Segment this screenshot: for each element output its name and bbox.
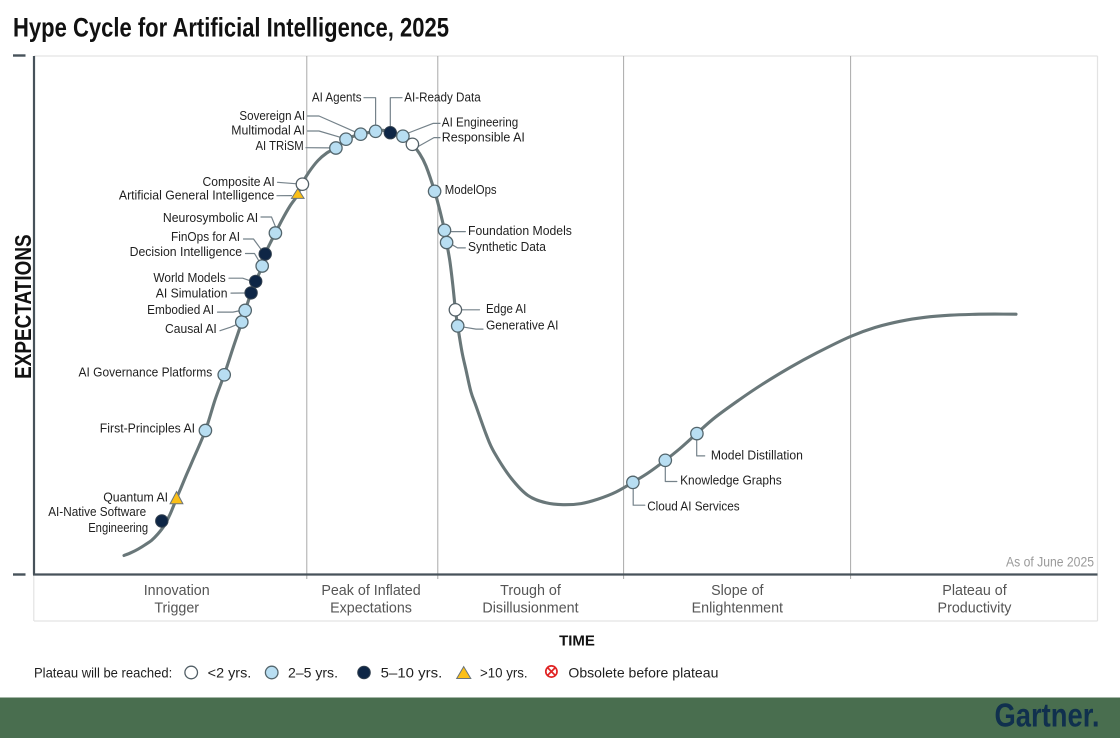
svg-text:Disillusionment: Disillusionment — [482, 600, 578, 616]
svg-text:Responsible AI: Responsible AI — [442, 129, 525, 144]
svg-text:Cloud AI Services: Cloud AI Services — [647, 498, 740, 513]
svg-text:Expectations: Expectations — [330, 600, 412, 616]
svg-text:AI-Native Software: AI-Native Software — [48, 504, 146, 519]
svg-text:Composite AI: Composite AI — [203, 174, 275, 189]
svg-text:<2 yrs.: <2 yrs. — [208, 665, 252, 681]
svg-text:AI Governance Platforms: AI Governance Platforms — [79, 365, 213, 380]
svg-text:Productivity: Productivity — [938, 600, 1013, 616]
svg-text:As of June 2025: As of June 2025 — [1006, 555, 1094, 570]
svg-text:Trough of: Trough of — [500, 583, 561, 599]
svg-text:Enlightenment: Enlightenment — [692, 600, 783, 616]
svg-text:World Models: World Models — [153, 270, 226, 285]
svg-text:Knowledge Graphs: Knowledge Graphs — [680, 473, 782, 488]
svg-text:Sovereign AI: Sovereign AI — [239, 108, 305, 123]
svg-text:Embodied AI: Embodied AI — [147, 302, 214, 317]
svg-text:2–5 yrs.: 2–5 yrs. — [288, 665, 338, 681]
svg-text:Plateau will be reached:: Plateau will be reached: — [34, 665, 172, 681]
svg-text:AI TRiSM: AI TRiSM — [256, 138, 304, 153]
svg-text:Artificial General Intelligenc: Artificial General Intelligence — [119, 188, 274, 203]
svg-text:First-Principles AI: First-Principles AI — [100, 421, 195, 436]
svg-text:Innovation: Innovation — [144, 583, 210, 599]
svg-text:AI-Ready Data: AI-Ready Data — [404, 90, 481, 105]
svg-text:AI Engineering: AI Engineering — [442, 115, 518, 130]
svg-text:Quantum AI: Quantum AI — [103, 489, 168, 504]
svg-text:Trigger: Trigger — [154, 600, 199, 616]
svg-text:EXPECTATIONS: EXPECTATIONS — [10, 234, 36, 379]
svg-text:FinOps for AI: FinOps for AI — [171, 229, 240, 244]
svg-text:Foundation Models: Foundation Models — [468, 223, 572, 238]
svg-text:5–10 yrs.: 5–10 yrs. — [381, 665, 443, 681]
svg-text:Plateau of: Plateau of — [942, 583, 1006, 599]
svg-text:Obsolete before plateau: Obsolete before plateau — [568, 665, 718, 681]
svg-text:Neurosymbolic AI: Neurosymbolic AI — [163, 210, 258, 225]
svg-text:AI Agents: AI Agents — [312, 90, 362, 105]
svg-text:Edge AI: Edge AI — [486, 301, 526, 316]
svg-text:Slope of: Slope of — [711, 583, 763, 599]
svg-text:Multimodal AI: Multimodal AI — [231, 123, 305, 138]
svg-text:Generative AI: Generative AI — [486, 317, 559, 332]
svg-text:Peak of Inflated: Peak of Inflated — [321, 583, 420, 599]
svg-text:Engineering: Engineering — [88, 520, 148, 535]
svg-text:Model Distillation: Model Distillation — [711, 448, 803, 463]
svg-text:AI Simulation: AI Simulation — [156, 285, 228, 300]
svg-text:Decision Intelligence: Decision Intelligence — [130, 244, 243, 259]
svg-text:Hype Cycle for Artificial Inte: Hype Cycle for Artificial Intelligence, … — [13, 13, 449, 43]
svg-text:TIME: TIME — [559, 633, 595, 650]
svg-text:Gartner.: Gartner. — [995, 697, 1100, 734]
svg-text:>10 yrs.: >10 yrs. — [480, 665, 528, 681]
svg-text:Causal AI: Causal AI — [165, 321, 217, 336]
svg-text:ModelOps: ModelOps — [445, 182, 497, 197]
svg-text:Synthetic Data: Synthetic Data — [468, 239, 547, 254]
